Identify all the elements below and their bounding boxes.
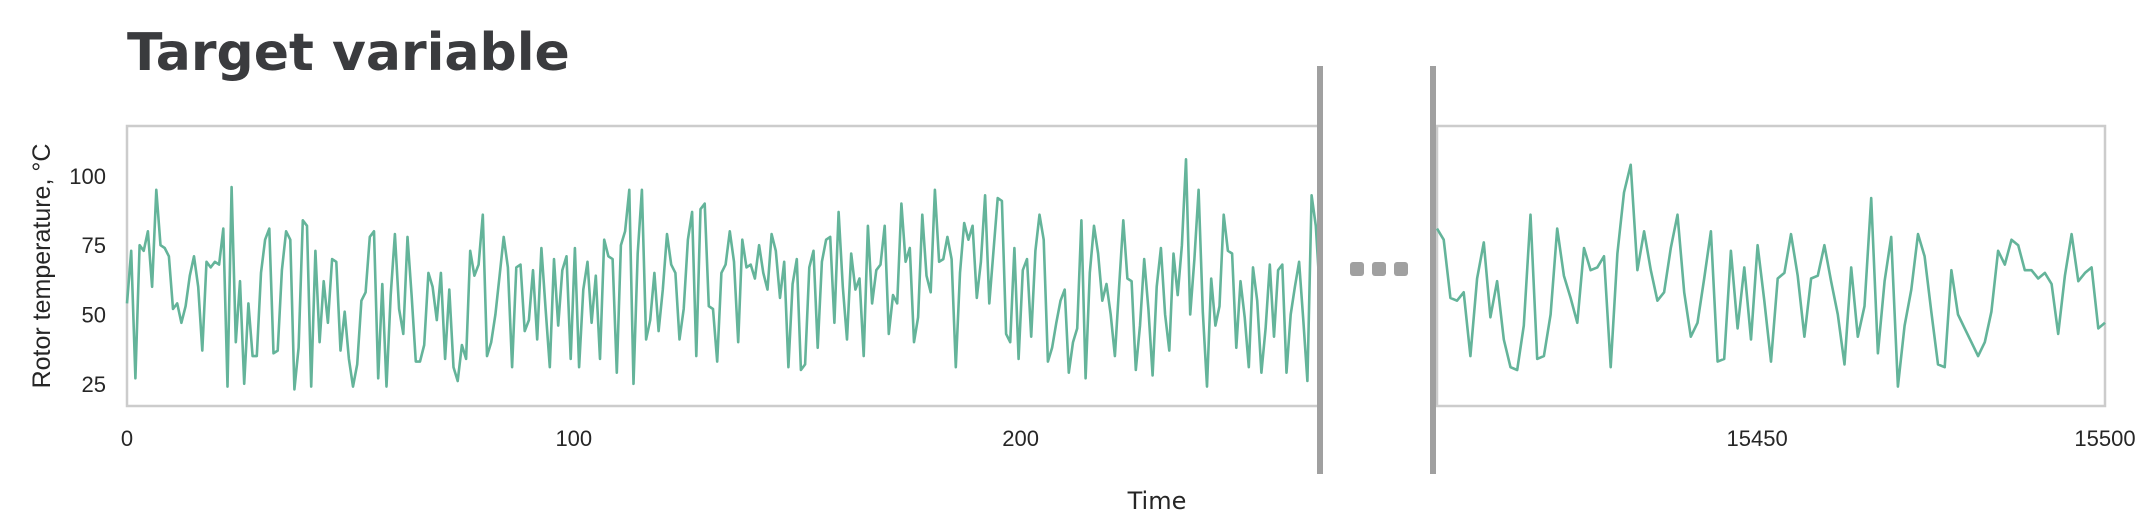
y-tick-label: 25 [82, 372, 106, 397]
x-axis-label: Time [1127, 487, 1187, 515]
x-tick-label: 100 [555, 426, 592, 451]
y-tick-label: 50 [82, 303, 106, 328]
x-tick-label: 0 [121, 426, 133, 451]
axis-break-dot-2 [1372, 262, 1386, 276]
chart-title: Target variable [127, 23, 570, 83]
x-tick-label: 15500 [2074, 426, 2135, 451]
series-line-panel-1 [125, 158, 1322, 391]
y-tick-label: 75 [82, 233, 106, 258]
x-tick-label: 200 [1002, 426, 1039, 451]
axis-break-dot-3 [1394, 262, 1408, 276]
series-line-panel-2 [1435, 163, 2106, 388]
y-tick-label: 100 [69, 164, 106, 189]
plot-frame-right [1435, 124, 2107, 408]
x-tick-label: 15450 [1727, 426, 1788, 451]
y-axis-label: Rotor temperature, °C [28, 144, 56, 389]
axis-break-dot-1 [1350, 262, 1364, 276]
